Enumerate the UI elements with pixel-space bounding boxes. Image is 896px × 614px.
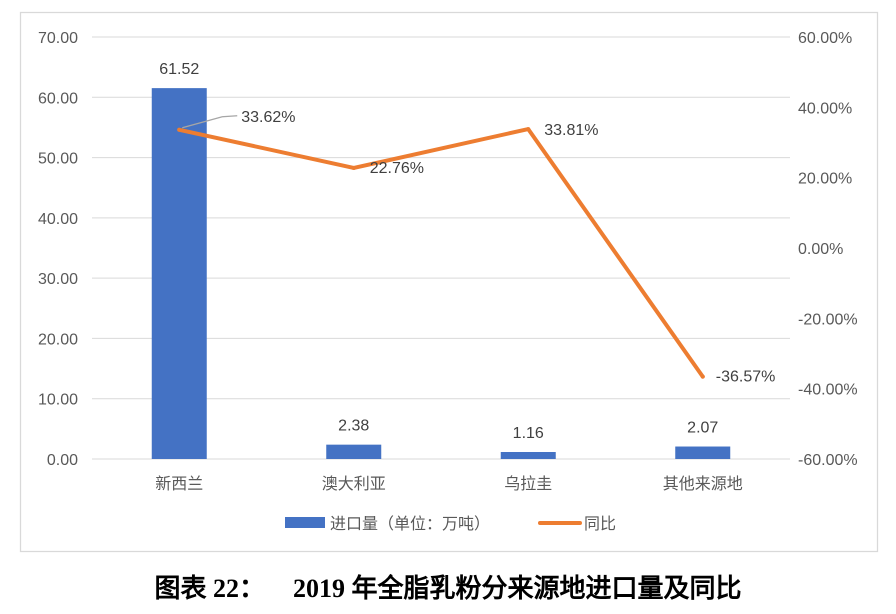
right-axis-tick-labels: -60.00% -40.00% -20.00% 0.00% 20.00% 40.00% 60… (798, 30, 858, 469)
legend-label-yoy: 同比 (584, 515, 616, 533)
line-point (526, 127, 531, 132)
chart-frame (19, 11, 879, 553)
figure-caption-text: 2019 年全脂乳粉分来源地进口量及同比 (293, 574, 742, 603)
line-data-label: 22.76% (370, 160, 424, 177)
bar (151, 88, 207, 459)
legend-item-import-volume: 进口量（单位：万吨） (285, 515, 490, 533)
left-axis-tick-label: 40.00 (38, 211, 78, 228)
bar (326, 444, 382, 459)
bar (675, 446, 731, 459)
bar-data-label: 2.07 (687, 420, 718, 437)
line-point (700, 374, 705, 379)
right-axis-tick-label: 0.00% (798, 241, 843, 258)
legend-item-yoy: 同比 (538, 515, 616, 533)
line-series (177, 127, 705, 379)
bar-series (151, 88, 731, 459)
line-point (351, 165, 356, 170)
bar-data-label: 2.38 (338, 418, 369, 435)
left-axis-tick-label: 50.00 (38, 151, 78, 168)
legend-label-import-volume: 进口量（单位：万吨） (330, 515, 490, 533)
left-axis-tick-label: 30.00 (38, 271, 78, 288)
category-label: 澳大利亚 (322, 475, 386, 493)
left-axis-tick-label: 60.00 (38, 90, 78, 107)
legend-bar-swatch (285, 517, 325, 528)
right-axis-tick-label: 40.00% (798, 100, 852, 117)
right-axis-tick-label: -20.00% (798, 311, 858, 328)
right-axis-tick-label: -60.00% (798, 452, 858, 469)
right-axis-tick-label: 20.00% (798, 171, 852, 188)
line-point (177, 127, 182, 132)
line-data-label: 33.62% (241, 109, 295, 126)
line-data-labels: 33.62% 22.76% 33.81% -36.57% (182, 109, 775, 386)
figure-caption: 图表 22： 2019 年全脂乳粉分来源地进口量及同比 (0, 566, 896, 612)
gridlines (92, 36, 790, 460)
left-axis-tick-labels: 0.00 10.00 20.00 30.00 40.00 50.00 60.00 70.00 (38, 30, 78, 469)
left-axis-tick-label: 70.00 (38, 30, 78, 47)
left-axis-tick-label: 10.00 (38, 392, 78, 409)
bar-data-label: 1.16 (513, 425, 544, 442)
bar-data-labels: 61.52 2.38 1.16 2.07 (159, 61, 718, 442)
bar (500, 452, 556, 459)
line-data-label: -36.57% (716, 369, 776, 386)
legend: 进口量（单位：万吨） 同比 (285, 515, 616, 533)
category-label: 其他来源地 (663, 475, 743, 493)
combo-chart: 0.0010.0020.0030.0040.0050.0060.0070.00 … (19, 11, 879, 553)
data-label-leader-line (182, 115, 238, 129)
left-axis-tick-label: 0.00 (47, 452, 78, 469)
right-axis-tick-label: -40.00% (798, 382, 858, 399)
line-data-label: 33.81% (544, 122, 598, 139)
line-series-yoy (177, 127, 705, 379)
figure-caption-label: 图表 22： (154, 574, 265, 603)
left-axis-tick-label: 20.00 (38, 331, 78, 348)
right-axis-tick-label: 60.00% (798, 30, 852, 47)
category-label: 新西兰 (155, 475, 203, 493)
category-axis-labels: 新西兰 澳大利亚 乌拉圭 其他来源地 (155, 475, 743, 493)
category-label: 乌拉圭 (504, 475, 552, 493)
bar-data-label: 61.52 (159, 61, 199, 78)
